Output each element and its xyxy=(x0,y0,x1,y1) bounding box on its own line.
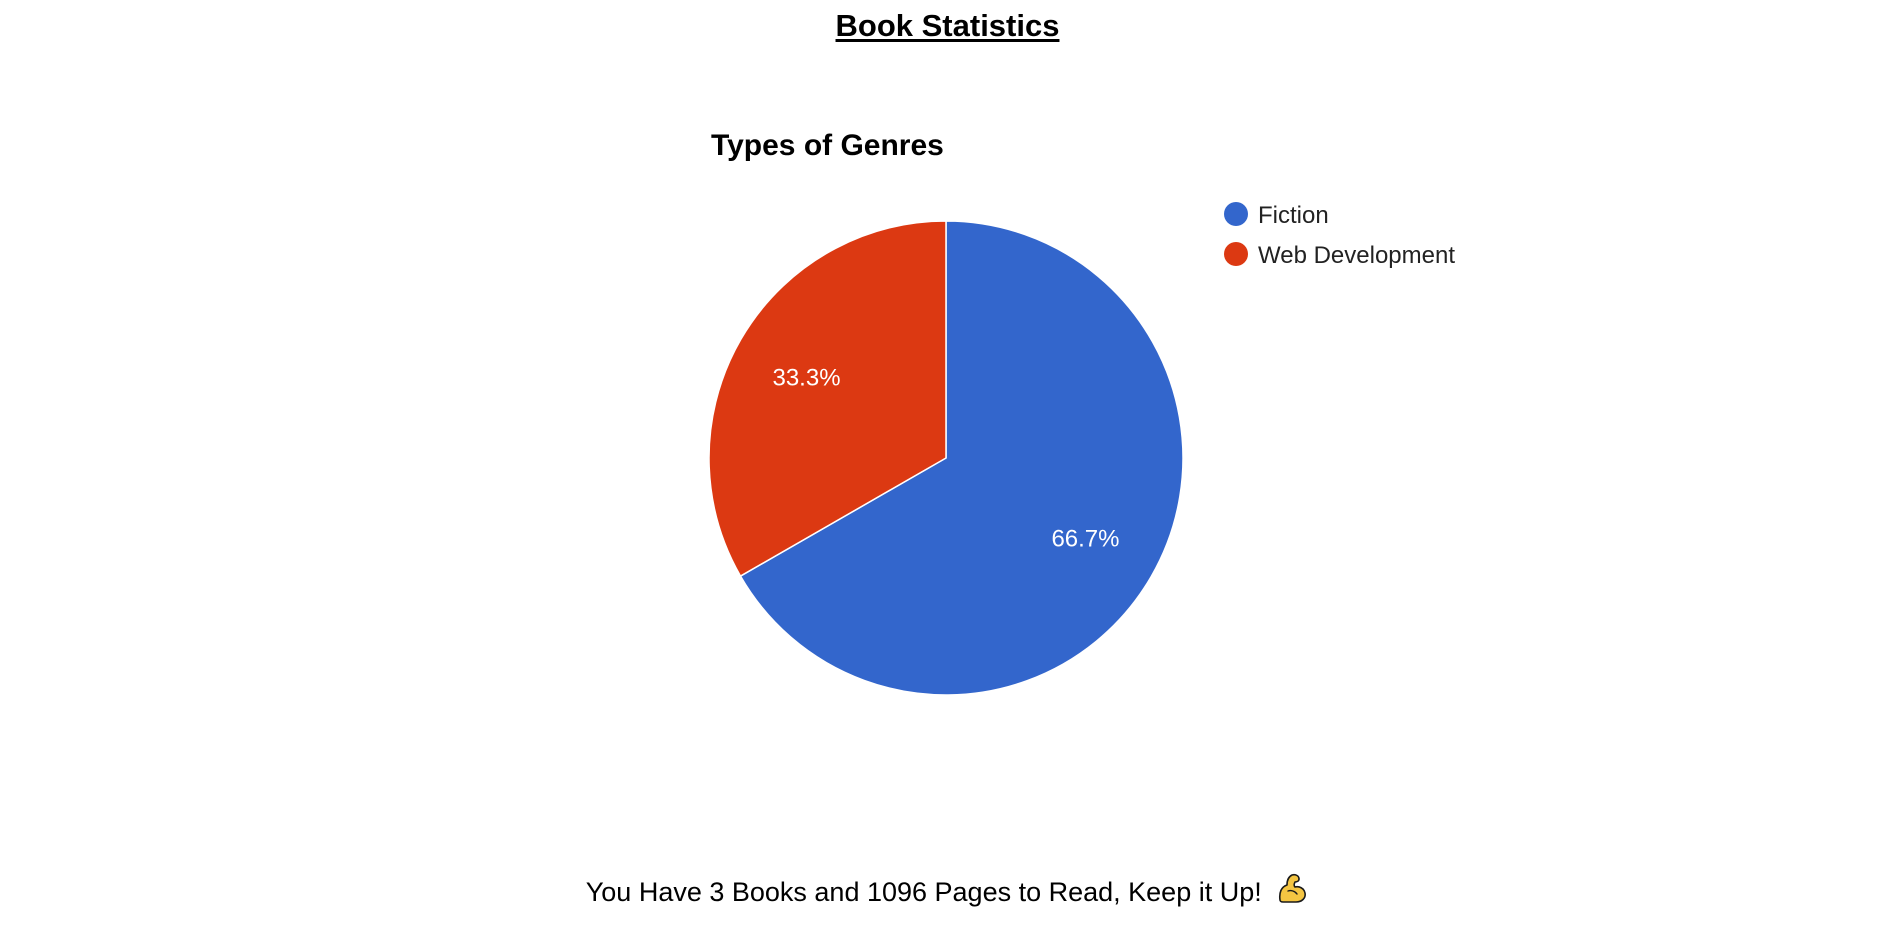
pie-data-label: 33.3% xyxy=(772,364,840,391)
genre-pie-chart: Types of Genres 66.7% 33.3% Fiction Web De… xyxy=(708,129,1455,696)
pie-data-label: 66.7% xyxy=(1051,526,1119,553)
legend-item-fiction[interactable]: Fiction xyxy=(1224,202,1329,229)
pie-slice-fiction[interactable] xyxy=(739,220,1184,696)
pie-slices xyxy=(708,220,1184,696)
chart-title: Types of Genres xyxy=(711,129,944,162)
legend-swatch xyxy=(1224,202,1248,226)
legend-item-web-development[interactable]: Web Development xyxy=(1224,242,1455,269)
footer-message: You Have 3 Books and 1096 Pages to Read,… xyxy=(0,871,1895,912)
chart-legend: Fiction Web Development xyxy=(1224,202,1455,269)
legend-label: Web Development xyxy=(1258,242,1455,269)
pie-data-labels: 66.7% 33.3% xyxy=(772,364,1119,552)
pie-slice-web-development[interactable] xyxy=(708,220,947,578)
flexed-biceps-icon xyxy=(1275,871,1309,912)
footer-text: You Have 3 Books and 1096 Pages to Read,… xyxy=(585,877,1262,907)
legend-label: Fiction xyxy=(1258,202,1329,229)
legend-swatch xyxy=(1224,242,1248,266)
page-title: Book Statistics xyxy=(835,8,1060,43)
